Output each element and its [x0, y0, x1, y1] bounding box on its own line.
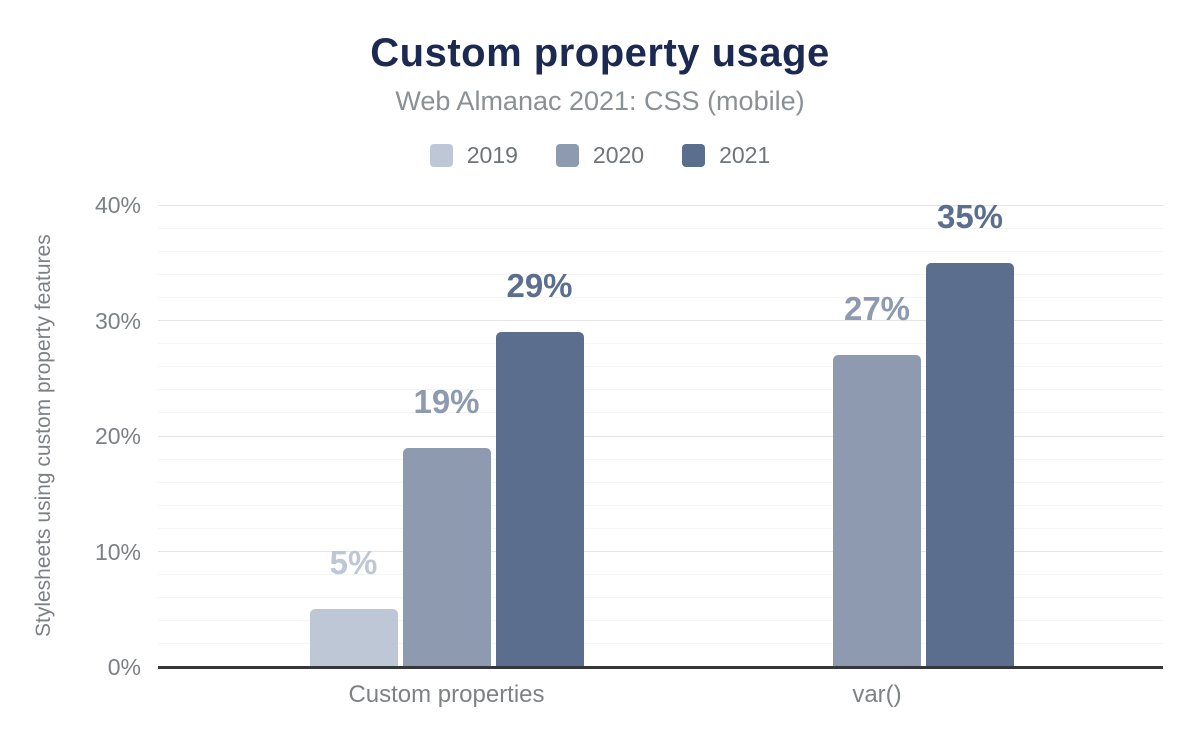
value-label-2020-custom-properties: 19%	[413, 382, 480, 420]
category-label-custom-properties: Custom properties	[348, 681, 545, 708]
value-label-2019-custom-properties: 5%	[329, 544, 378, 582]
minor-gridline	[158, 273, 1163, 275]
value-label-2021-var: 35%	[936, 197, 1004, 235]
chart-subtitle: Web Almanac 2021: CSS (mobile)	[395, 86, 805, 116]
major-gridline	[158, 435, 1163, 437]
minor-gridline	[158, 643, 1163, 645]
chart-title: Custom property usage	[370, 31, 830, 75]
category-label-var: var()	[852, 681, 902, 708]
minor-gridline	[158, 250, 1163, 252]
legend-swatch-2021	[682, 144, 706, 167]
legend-item-2021[interactable]: 2021	[682, 142, 770, 169]
major-gridline	[158, 320, 1163, 321]
minor-gridline	[158, 481, 1163, 483]
legend-label: 2019	[466, 142, 518, 168]
minor-gridline	[158, 296, 1163, 298]
minor-gridline	[158, 620, 1163, 622]
minor-gridline	[158, 227, 1163, 229]
bar-2019-custom-properties[interactable]	[309, 609, 398, 667]
y-tick-label: 20%	[94, 423, 141, 449]
minor-gridline	[158, 527, 1163, 529]
bar-2021-var[interactable]	[926, 262, 1014, 667]
legend-label: 2020	[592, 142, 645, 168]
legend-item-2020[interactable]: 2020	[555, 142, 645, 169]
legend-swatch-2019	[429, 144, 453, 167]
legend-label: 2021	[719, 142, 771, 168]
y-tick-label: 10%	[94, 538, 141, 565]
legend-item-2019[interactable]: 2019	[429, 142, 518, 169]
major-gridline	[158, 551, 1163, 552]
minor-gridline	[158, 389, 1163, 391]
minor-gridline	[158, 343, 1163, 345]
x-axis-line	[158, 666, 1163, 669]
y-tick-label: 30%	[94, 307, 141, 334]
minor-gridline	[158, 597, 1163, 599]
minor-gridline	[158, 504, 1163, 506]
value-label-2020-var: 27%	[843, 290, 911, 328]
value-label-2021-custom-properties: 29%	[506, 267, 573, 305]
bar-2020-custom-properties[interactable]	[402, 447, 491, 667]
legend: 2019 2020 2021	[0, 142, 1200, 169]
minor-gridline	[158, 366, 1163, 368]
plot-area: 5% 19% 29% 27% 35%	[158, 200, 1163, 669]
minor-gridline	[158, 458, 1163, 460]
bar-2021-custom-properties[interactable]	[495, 332, 584, 667]
y-tick-label: 40%	[94, 192, 141, 218]
major-gridline	[158, 204, 1163, 206]
y-tick-label: 0%	[107, 654, 141, 680]
minor-gridline	[158, 574, 1163, 576]
legend-swatch-2020	[555, 144, 579, 167]
bar-2020-var[interactable]	[833, 355, 921, 667]
minor-gridline	[158, 412, 1163, 414]
